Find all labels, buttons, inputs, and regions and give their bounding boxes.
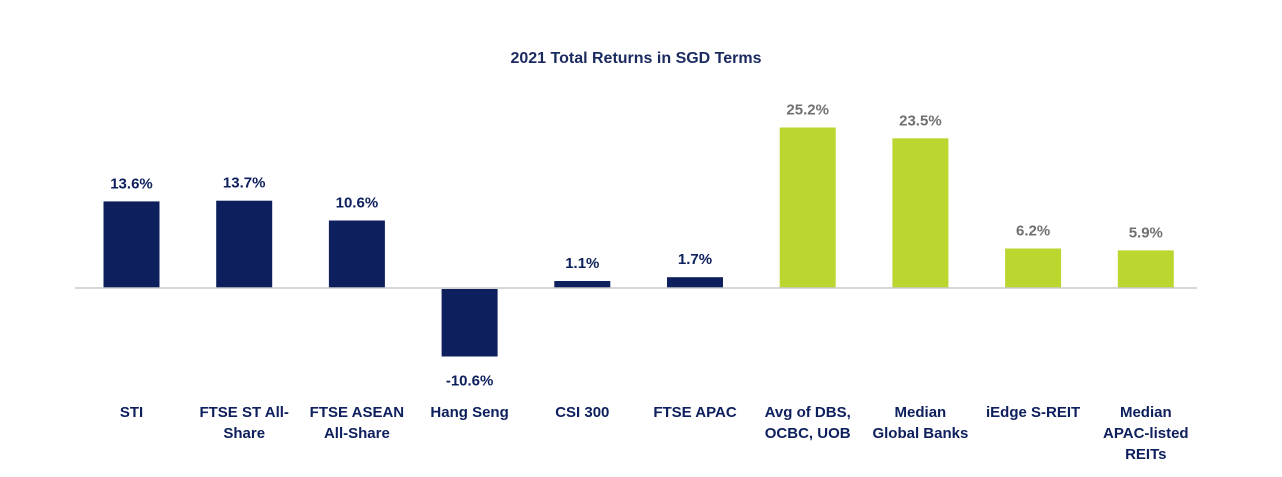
category-label-6: Avg of DBS, OCBC, UOB: [765, 404, 851, 442]
category-label-line: Avg of DBS,: [765, 404, 851, 421]
category-label-line: OCBC, UOB: [765, 425, 851, 442]
category-label-line: iEdge S-REIT: [986, 404, 1080, 421]
category-label-line: FTSE ASEAN: [310, 404, 404, 421]
category-label-4: CSI 300: [555, 404, 609, 421]
value-labels-layer: 13.6% 13.7% 10.6% -10.6% 1.1% 1.7% 25.2% 23.5% 6…: [110, 102, 1163, 390]
bar-5: [667, 277, 723, 288]
category-label-3: Hang Seng: [430, 404, 508, 421]
category-label-line: Hang Seng: [430, 404, 508, 421]
category-label-line: FTSE ST All-: [199, 404, 288, 421]
bars-layer: [103, 127, 1174, 357]
category-label-line: Median: [895, 404, 947, 421]
value-label-8: 6.2%: [1016, 223, 1050, 240]
value-label-9: 5.9%: [1129, 224, 1163, 241]
category-label-9: Median APAC-listed REITs: [1103, 404, 1189, 463]
bar-0: [103, 201, 160, 288]
category-label-2: FTSE ASEAN All-Share: [310, 404, 404, 442]
bar-3: [441, 289, 498, 357]
chart-title: 2021 Total Returns in SGD Terms: [510, 50, 761, 67]
value-label-4: 1.1%: [565, 255, 599, 272]
bar-7: [892, 138, 949, 288]
bar-4: [554, 281, 611, 288]
bar-6: [779, 127, 836, 288]
value-label-2: 10.6%: [336, 195, 379, 212]
category-label-line: Global Banks: [872, 425, 968, 442]
category-label-5: FTSE APAC: [653, 404, 737, 421]
value-label-3: -10.6%: [446, 373, 494, 390]
category-label-1: FTSE ST All- Share: [199, 404, 288, 442]
category-label-line: CSI 300: [555, 404, 609, 421]
bar-8: [1005, 248, 1062, 288]
category-labels-layer: STI FTSE ST All- Share FTSE ASEAN All-Share H…: [120, 404, 1189, 463]
category-label-line: REITs: [1125, 446, 1166, 463]
category-label-line: Share: [223, 425, 265, 442]
category-label-8: iEdge S-REIT: [986, 404, 1080, 421]
category-label-7: Median Global Banks: [872, 404, 968, 442]
category-label-line: Median: [1120, 404, 1172, 421]
value-label-0: 13.6%: [110, 175, 153, 192]
category-label-0: STI: [120, 404, 143, 421]
bar-2: [328, 220, 385, 288]
category-label-line: STI: [120, 404, 143, 421]
value-label-6: 25.2%: [786, 102, 829, 119]
value-label-5: 1.7%: [678, 251, 712, 268]
category-label-line: APAC-listed: [1103, 425, 1189, 442]
bar-9: [1117, 250, 1174, 288]
value-label-7: 23.5%: [899, 112, 942, 129]
bar-1: [216, 200, 273, 288]
category-label-line: All-Share: [324, 425, 390, 442]
value-label-1: 13.7%: [223, 175, 266, 192]
category-label-line: FTSE APAC: [653, 404, 737, 421]
